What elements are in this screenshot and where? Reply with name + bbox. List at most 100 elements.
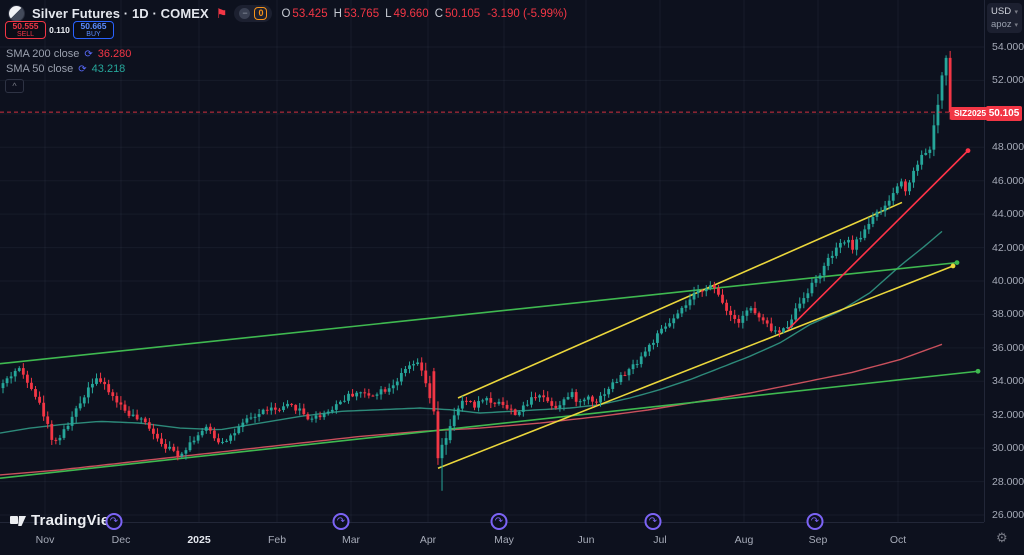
trendline-endpoint[interactable] bbox=[975, 368, 981, 374]
trendline-steep-red-trendline[interactable] bbox=[787, 150, 969, 331]
symbol-title[interactable]: Silver Futures · 1D · COMEX bbox=[32, 6, 209, 21]
candle-body bbox=[696, 290, 700, 294]
candle-body bbox=[420, 362, 424, 371]
flag-icon[interactable]: ⚑ bbox=[215, 6, 228, 21]
axis-unit-selector: USD ▾ apoz ▾ bbox=[987, 3, 1022, 33]
candle-body bbox=[940, 75, 944, 101]
gear-icon[interactable]: ⚙ bbox=[996, 530, 1008, 545]
spread-value: 0.110 bbox=[49, 25, 70, 35]
candle-body bbox=[62, 429, 66, 438]
candle-body bbox=[204, 426, 208, 431]
candle-body bbox=[794, 308, 798, 320]
candle-body bbox=[542, 395, 546, 398]
trendline-lower-yellow-channel[interactable] bbox=[437, 265, 954, 469]
tradingview-logo[interactable]: TradingView bbox=[10, 512, 121, 529]
candle-body bbox=[924, 152, 928, 155]
indicator-row-sma200[interactable]: SMA 200 close ⟳ 36.280 bbox=[6, 48, 131, 60]
price-axis-label: 34.000 bbox=[992, 375, 1024, 388]
candle-body bbox=[895, 186, 899, 194]
candle-body bbox=[607, 388, 611, 395]
candle-body bbox=[330, 409, 334, 412]
candle-body bbox=[814, 278, 818, 283]
price-axis-label: 30.000 bbox=[992, 442, 1024, 455]
candle-body bbox=[103, 381, 107, 385]
candle-body bbox=[298, 408, 302, 411]
candle-body bbox=[899, 181, 903, 187]
time-axis-label: May bbox=[494, 534, 514, 546]
candle-body bbox=[586, 396, 590, 400]
trendline-lower-green-support[interactable] bbox=[0, 370, 979, 480]
collapse-indicators-button[interactable]: ^ bbox=[5, 79, 24, 93]
candle-body bbox=[66, 425, 70, 430]
contract-rollover-marker[interactable]: ↷ bbox=[644, 513, 662, 530]
candle-body bbox=[34, 389, 37, 397]
candle-body bbox=[46, 416, 50, 424]
candle-body bbox=[790, 319, 794, 328]
low-label: L bbox=[385, 7, 392, 20]
candle-body bbox=[757, 313, 761, 318]
candle-body bbox=[412, 364, 415, 366]
price-axis[interactable]: 54.000 52.000 48.000 46.000 44.000 42.000 40.0… bbox=[984, 0, 1024, 522]
candle-body bbox=[692, 293, 696, 300]
candle-body bbox=[408, 365, 411, 369]
candle-body bbox=[196, 435, 200, 441]
indicator-row-sma50[interactable]: SMA 50 close ⟳ 43.218 bbox=[6, 63, 125, 75]
candle-body bbox=[838, 242, 842, 248]
candle-body bbox=[664, 326, 667, 329]
candle-body bbox=[578, 401, 582, 403]
candle-body bbox=[558, 405, 562, 409]
contract-rollover-marker[interactable]: ↷ bbox=[332, 513, 350, 530]
candle-body bbox=[379, 389, 383, 395]
trendline-upper-green-channel[interactable] bbox=[0, 261, 958, 365]
contract-rollover-marker[interactable]: ↷ bbox=[105, 513, 123, 530]
candle-body bbox=[314, 415, 318, 419]
candle-body bbox=[338, 401, 342, 405]
sma50-label: SMA 50 close bbox=[6, 63, 74, 75]
candle-body bbox=[684, 305, 688, 308]
candle-body bbox=[399, 372, 403, 382]
candle-body bbox=[188, 442, 192, 451]
contract-rollover-marker[interactable]: ↷ bbox=[490, 513, 508, 530]
sell-button[interactable]: 50.555 SELL bbox=[5, 21, 46, 39]
currency-dropdown[interactable]: USD ▾ bbox=[990, 5, 1019, 18]
trendline-endpoint[interactable] bbox=[950, 263, 956, 269]
candle-body bbox=[107, 384, 111, 393]
chevron-down-icon: ▾ bbox=[1014, 21, 1018, 29]
candle-body bbox=[111, 392, 115, 397]
candle-body bbox=[729, 310, 733, 316]
time-axis-label: 2025 bbox=[187, 534, 211, 546]
candle-body bbox=[676, 313, 680, 319]
candle-body bbox=[343, 400, 346, 402]
candle-body bbox=[302, 408, 306, 415]
candle-body bbox=[887, 200, 891, 206]
trade-buttons: 50.555 SELL 0.110 50.665 BUY bbox=[5, 21, 114, 39]
trendline-upper-yellow-channel[interactable] bbox=[457, 201, 903, 399]
candle-body bbox=[871, 216, 875, 224]
candle-body bbox=[818, 275, 822, 279]
time-axis[interactable]: Nov Dec 2025 Feb Mar Apr May Jun Jul Aug Sep Oct ↷ ↷ ↷… bbox=[0, 513, 984, 555]
trendline-endpoint[interactable] bbox=[965, 148, 971, 154]
candle-body bbox=[647, 344, 651, 352]
tradingview-logo-text: TradingView bbox=[31, 512, 122, 529]
candle-body bbox=[493, 402, 497, 404]
candle-body bbox=[200, 430, 204, 436]
contract-badge: SIZ2025 bbox=[950, 107, 991, 120]
candle-body bbox=[680, 307, 684, 314]
candle-body bbox=[513, 409, 517, 416]
candle-body bbox=[25, 374, 29, 383]
trendline-endpoint[interactable] bbox=[954, 260, 960, 266]
bar-counter-pill[interactable]: − 0 bbox=[234, 5, 273, 22]
candle-body bbox=[294, 404, 298, 411]
time-axis-label: Jul bbox=[653, 534, 667, 546]
buy-button[interactable]: 50.665 BUY bbox=[73, 21, 114, 39]
unit-dropdown[interactable]: apoz ▾ bbox=[990, 18, 1019, 31]
contract-rollover-marker[interactable]: ↷ bbox=[806, 513, 824, 530]
candle-body bbox=[920, 154, 924, 165]
candle-body bbox=[745, 310, 749, 316]
candle-body bbox=[147, 422, 151, 429]
buy-label: BUY bbox=[86, 31, 101, 39]
time-axis-label: Dec bbox=[111, 534, 131, 546]
candle-body bbox=[221, 441, 224, 443]
symbol-logo-icon bbox=[8, 5, 25, 22]
